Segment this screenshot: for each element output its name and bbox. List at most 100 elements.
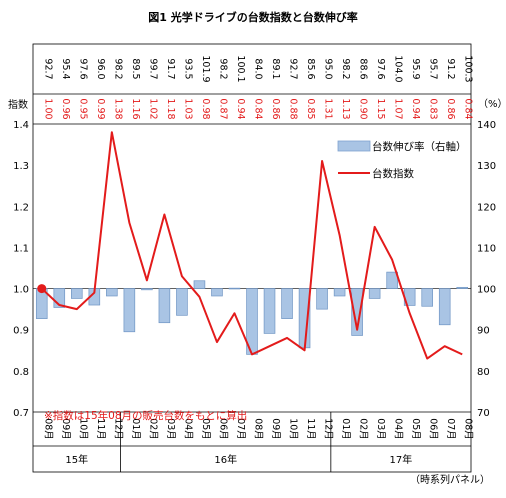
bar-value-label: 96.0 xyxy=(95,58,106,79)
bar xyxy=(368,288,381,299)
line-value-label: 1.18 xyxy=(165,98,176,119)
right-axis: 70 80 90 100 110 120 130 140 xyxy=(477,120,496,419)
right-tick-label: 110 xyxy=(477,243,496,254)
bar-value-label: 84.0 xyxy=(253,58,264,79)
legend: 台数伸び率（右軸） 台数指数 xyxy=(337,140,467,180)
left-axis: 0.7 0.8 0.9 1.0 1.1 1.2 1.3 1.4 xyxy=(13,120,29,419)
line-value-label: 0.95 xyxy=(77,98,88,119)
x-category-label: 09月 xyxy=(60,418,71,440)
right-axis-label: （%） xyxy=(478,98,506,110)
line-value-label: 0.84 xyxy=(253,98,264,119)
bar-value-label: 93.5 xyxy=(182,58,193,79)
right-tick-label: 130 xyxy=(477,161,496,172)
bar xyxy=(316,288,328,310)
bar-value-label: 98.2 xyxy=(217,58,228,79)
right-tick-label: 70 xyxy=(477,408,490,419)
right-tick-label: 90 xyxy=(477,326,490,337)
bar-value-label: 97.6 xyxy=(77,58,88,79)
line-value-label: 1.31 xyxy=(323,98,334,119)
year-label: 17年 xyxy=(390,453,413,466)
left-axis-label: 指数 xyxy=(8,98,28,111)
bar xyxy=(438,288,451,326)
bar xyxy=(106,288,118,297)
x-category-label: 03月 xyxy=(375,418,386,440)
line-value-label: 1.13 xyxy=(340,98,351,119)
line-value-label: 0.83 xyxy=(428,98,439,119)
bar-value-label: 100.3 xyxy=(463,55,474,82)
x-category-label: 12月 xyxy=(323,418,334,440)
x-category-label: 07月 xyxy=(235,418,246,440)
bar-value-label: 99.7 xyxy=(147,58,158,79)
left-tick-label: 0.9 xyxy=(13,326,29,337)
line-value-label: 0.99 xyxy=(95,98,106,119)
x-category-label: 12月 xyxy=(112,418,123,440)
line-value-label: 0.85 xyxy=(305,98,316,119)
line-value-label: 1.16 xyxy=(130,98,141,119)
line-value-label: 0.88 xyxy=(288,98,299,119)
right-tick-label: 80 xyxy=(477,367,490,378)
bar-value-labels: 92.7 95.4 97.6 96.0 98.2 89.5 99.7 91.7 93.5 101.… xyxy=(42,55,473,82)
x-category-label: 01月 xyxy=(340,418,351,440)
line-value-label: 0.86 xyxy=(445,98,456,119)
line-value-label: 0.98 xyxy=(200,98,211,119)
bar xyxy=(281,288,293,319)
right-tick-label: 100 xyxy=(477,285,496,296)
legend-bar-swatch xyxy=(337,140,371,152)
x-axis-categories: 08月 09月 10月 11月 12月 01月 02月 03月 04月 05月 06月 07月 08月 0… xyxy=(42,418,473,440)
x-category-label: 08月 xyxy=(253,418,264,440)
right-tick-label: 120 xyxy=(477,202,496,213)
bar-value-label: 95.4 xyxy=(60,58,71,79)
bar-value-label: 91.7 xyxy=(165,58,176,79)
x-category-label: 01月 xyxy=(130,418,141,440)
chart-title: 図1 光学ドライブの台数指数と台数伸び率 xyxy=(148,10,357,24)
year-labels: 15年 16年 17年 xyxy=(65,453,412,466)
line-value-label: 1.38 xyxy=(112,98,123,119)
bar-value-label: 85.6 xyxy=(305,58,316,79)
left-tick-label: 1.4 xyxy=(13,120,29,131)
bar xyxy=(386,271,398,289)
bar xyxy=(211,288,223,297)
line-value-label: 1.02 xyxy=(147,98,158,119)
line-value-label: 0.94 xyxy=(410,98,421,119)
line-value-label: 0.94 xyxy=(235,98,246,119)
left-tick-label: 1.2 xyxy=(13,202,29,213)
chart-footer: （時系列パネル） xyxy=(410,473,490,486)
line-value-label: 1.00 xyxy=(42,98,53,119)
bar-value-label: 98.2 xyxy=(112,58,123,79)
left-tick-label: 1.1 xyxy=(13,243,29,254)
bar xyxy=(263,288,276,334)
x-category-label: 08月 xyxy=(463,418,474,440)
x-category-label: 09月 xyxy=(270,418,281,440)
line-start-marker xyxy=(37,284,47,294)
bar-value-label: 92.7 xyxy=(42,58,53,79)
bar xyxy=(193,280,206,289)
bar xyxy=(456,286,469,289)
bar-value-label: 104.0 xyxy=(393,55,404,82)
x-category-label: 02月 xyxy=(147,418,158,440)
left-tick-label: 1.3 xyxy=(13,161,29,172)
left-tick-label: 0.8 xyxy=(13,367,29,378)
bar-series xyxy=(35,271,469,355)
bar-value-label: 95.9 xyxy=(410,58,421,79)
legend-line-label: 台数指数 xyxy=(372,167,414,180)
bar-value-label: 95.7 xyxy=(428,58,439,79)
bar-value-label: 88.6 xyxy=(358,58,369,79)
left-tick-label: 1.0 xyxy=(13,285,29,296)
x-category-label: 11月 xyxy=(305,418,316,440)
x-category-label: 04月 xyxy=(393,418,404,440)
bar-value-label: 100.1 xyxy=(235,55,246,82)
x-category-label: 05月 xyxy=(410,418,421,440)
bar xyxy=(333,288,346,297)
bar-value-label: 92.7 xyxy=(288,58,299,79)
line-value-label: 1.03 xyxy=(182,98,193,119)
bar-value-label: 95.0 xyxy=(323,58,334,79)
bar xyxy=(53,288,66,308)
bar-value-label: 89.1 xyxy=(270,58,281,79)
x-category-label: 05月 xyxy=(200,418,211,440)
bar-value-label: 97.6 xyxy=(375,58,386,79)
legend-bar-label: 台数伸び率（右軸） xyxy=(372,140,467,153)
x-category-label: 07月 xyxy=(445,418,456,440)
x-category-label: 02月 xyxy=(358,418,369,440)
